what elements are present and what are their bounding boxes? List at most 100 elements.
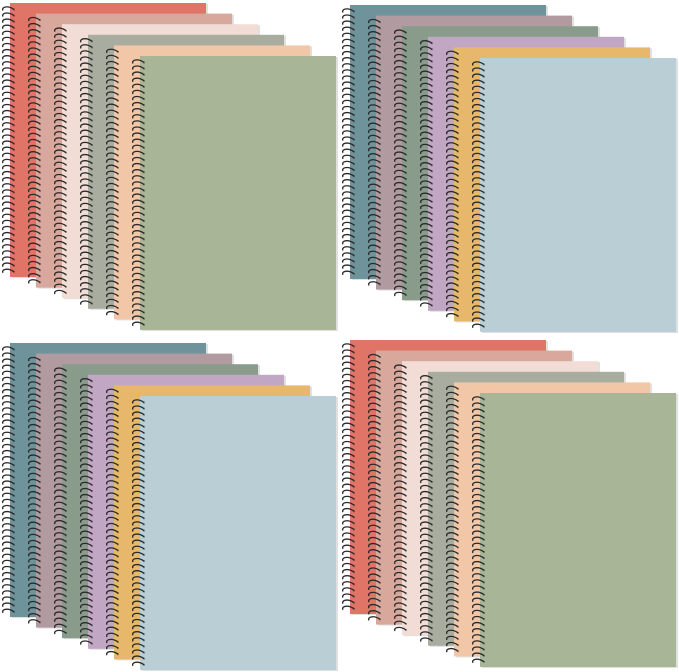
notebook-cover <box>140 396 336 670</box>
spiral-loop <box>394 236 407 242</box>
spiral-loop <box>2 492 15 498</box>
spiral-loop <box>394 108 407 114</box>
spiral-loop <box>446 87 459 92</box>
spiral-loop <box>132 509 145 514</box>
spiral-loop <box>2 395 15 400</box>
spiral-loop <box>368 226 381 231</box>
spiral-loop <box>28 362 41 368</box>
spiral-loop <box>80 221 93 226</box>
spiral-loop <box>420 619 433 624</box>
spiral-loop <box>342 44 355 50</box>
spiral-loop <box>394 66 407 71</box>
spiral-loop <box>472 652 485 658</box>
spiral-loop <box>28 399 41 405</box>
spiral-loop <box>342 166 355 172</box>
spiral-loop <box>420 265 433 271</box>
spiral-loop <box>80 451 93 456</box>
spiral-loop <box>132 521 145 526</box>
spiral-loop <box>54 161 67 167</box>
spiral-loop <box>2 158 15 164</box>
spiral-loop <box>2 571 15 577</box>
spiral-loop <box>28 442 41 447</box>
spiral-loop <box>106 425 119 430</box>
spiral-loop <box>54 57 67 63</box>
spiral-loop <box>342 185 355 190</box>
spiral-loop <box>106 298 119 304</box>
spiral-loop <box>106 528 119 534</box>
spiral-loop <box>368 220 381 225</box>
spiral-loop <box>342 227 355 233</box>
spiral-loop <box>54 45 67 51</box>
spiral-loop <box>472 646 485 651</box>
spiral-loop <box>132 101 145 107</box>
spiral-loop <box>368 171 381 176</box>
spiral-loop <box>54 593 67 598</box>
spiral-loop <box>368 439 381 444</box>
spiral-loop <box>420 113 433 118</box>
spiral-loop <box>446 568 459 574</box>
spiral-loop <box>446 276 459 281</box>
spiral-loop <box>368 98 381 103</box>
spiral-loop <box>54 410 67 415</box>
spiral-loop <box>106 97 119 103</box>
spiral-loop <box>394 285 407 291</box>
spiral-loop <box>28 187 41 193</box>
spiral-loop <box>2 578 15 583</box>
spiral-loop <box>2 268 15 274</box>
spiral-loop <box>54 131 67 136</box>
spiral-loop <box>54 155 67 161</box>
spiral-loop <box>368 238 381 244</box>
spiral-loop <box>80 44 93 49</box>
spiral-loop <box>342 20 355 26</box>
spiral-loop <box>472 311 485 316</box>
spiral-loop <box>368 567 381 572</box>
spiral-loop <box>420 64 433 70</box>
spiral-loop <box>368 24 381 30</box>
spiral-loop <box>394 523 407 528</box>
spiral-loop <box>394 218 407 224</box>
spiral-loop <box>342 252 355 257</box>
spiral-loop <box>80 227 93 232</box>
spiral-loop <box>472 61 485 66</box>
spiral-loop <box>472 317 485 323</box>
spiral-loop <box>446 635 459 641</box>
spiral-loop <box>368 585 381 591</box>
spiral-loop <box>28 356 41 362</box>
spiral-loop <box>446 160 459 166</box>
spiral-loop <box>472 621 485 627</box>
spiral-loop <box>368 414 381 420</box>
spiral-loop <box>472 164 485 170</box>
spiral-loop <box>420 411 433 417</box>
spiral-loop <box>446 154 459 159</box>
spiral-loop <box>342 483 355 489</box>
spiral-loop <box>342 246 355 251</box>
spiral-loop <box>132 132 145 138</box>
spiral-loop <box>446 306 459 312</box>
spiral-loop <box>394 151 407 157</box>
spiral-loop <box>420 588 433 594</box>
spiral-loop <box>342 562 355 568</box>
spiral-loop <box>2 474 15 479</box>
spiral-loop <box>472 201 485 207</box>
spiral-loop <box>342 233 355 239</box>
spiral-loop <box>54 489 67 495</box>
spiral-loop <box>28 248 41 254</box>
spiral-loop <box>394 194 407 199</box>
spiral-loop <box>80 457 93 462</box>
spiral-loop <box>132 291 145 296</box>
spiral-loop <box>368 73 381 79</box>
spiral-loop <box>420 381 433 386</box>
spiral-loop <box>54 204 67 209</box>
spiral-loop <box>472 67 485 72</box>
spiral-loop <box>80 579 93 584</box>
spiral-loop <box>472 305 485 310</box>
spiral-loop <box>28 423 41 429</box>
spiral-loop <box>342 593 355 598</box>
spiral-loop <box>2 401 15 406</box>
spiral-loop <box>80 524 93 530</box>
spiral-loop <box>420 204 433 210</box>
spiral-loop <box>54 495 67 501</box>
spiral-loop <box>132 637 145 642</box>
spiral-loop <box>80 251 93 257</box>
